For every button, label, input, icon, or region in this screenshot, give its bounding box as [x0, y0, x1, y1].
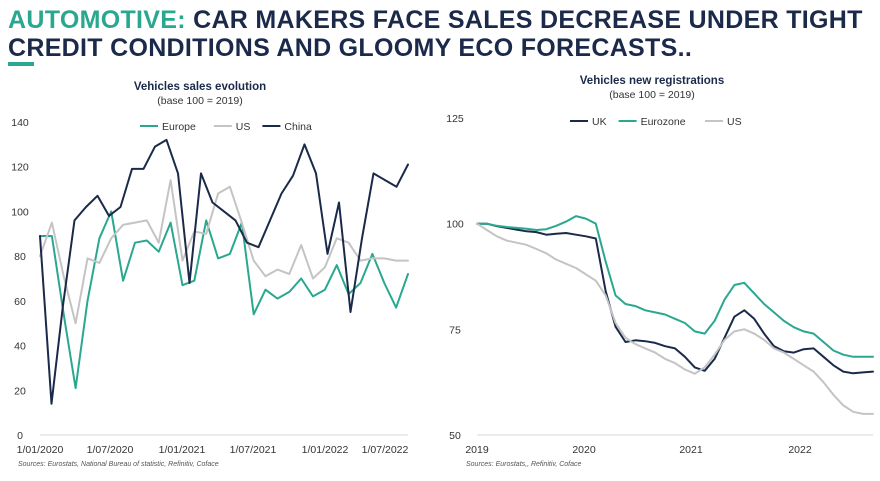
y-tick-label: 140: [11, 117, 29, 129]
y-tick-label: 120: [11, 162, 29, 174]
y-tick-label: 75: [449, 324, 461, 336]
legend-label-europe: Europe: [162, 121, 196, 133]
x-tick-label: 1/01/2020: [17, 444, 64, 456]
y-tick-label: 40: [14, 341, 26, 353]
x-tick-label: 1/07/2021: [230, 444, 277, 456]
x-tick-label: 1/01/2022: [302, 444, 349, 456]
legend-label-uk: UK: [592, 116, 607, 128]
y-tick-label: 50: [449, 430, 461, 442]
page-title-line1: AUTOMOTIVE: CAR MAKERS FACE SALES DECREA…: [8, 6, 868, 34]
y-tick-label: 60: [14, 296, 26, 308]
series-line-eurozone: [476, 215, 874, 358]
x-tick-label: 1/07/2022: [362, 444, 409, 456]
x-tick-label: 1/07/2020: [87, 444, 134, 456]
y-tick-label: 125: [446, 113, 464, 125]
y-tick-label: 80: [14, 251, 26, 263]
title-accent: AUTOMOTIVE:: [8, 6, 186, 34]
x-tick-label: 2020: [572, 444, 596, 456]
legend-label-us: US: [236, 121, 251, 133]
x-tick-label: 2019: [465, 444, 489, 456]
page-title-block: AUTOMOTIVE: CAR MAKERS FACE SALES DECREA…: [8, 6, 868, 62]
y-tick-label: 0: [17, 430, 23, 442]
legend-label-us: US: [727, 116, 742, 128]
series-line-uk: [476, 222, 874, 375]
y-tick-label: 100: [11, 206, 29, 218]
source-note-right: Sources: Eurostats,, Refinitiv, Coface: [466, 461, 582, 468]
page-title-line2: CREDIT CONDITIONS AND GLOOMY ECO FORECAS…: [8, 34, 693, 62]
x-tick-label: 1/01/2021: [159, 444, 206, 456]
x-tick-label: 2021: [679, 444, 703, 456]
title-underline: [8, 62, 34, 66]
y-tick-label: 20: [14, 385, 26, 397]
series-line-us: [39, 179, 409, 325]
chart-subtitle: (base 100 = 2019): [157, 95, 243, 107]
x-tick-label: 2022: [788, 444, 812, 456]
legend-label-china: China: [284, 121, 312, 133]
y-tick-label: 100: [446, 219, 464, 231]
legend-label-eurozone: Eurozone: [641, 116, 686, 128]
chart-title: Vehicles sales evolution: [134, 81, 266, 93]
series-line-us: [476, 222, 874, 415]
series-line-china: [39, 138, 409, 405]
source-note-left: Sources: Eurostats, National Bureau of s…: [18, 461, 219, 468]
series-line-europe: [39, 210, 409, 390]
title-line1-rest: CAR MAKERS FACE SALES DECREASE UNDER TIG…: [185, 6, 863, 34]
chart-title: Vehicles new registrations: [580, 75, 724, 87]
chart-subtitle: (base 100 = 2019): [609, 89, 695, 101]
